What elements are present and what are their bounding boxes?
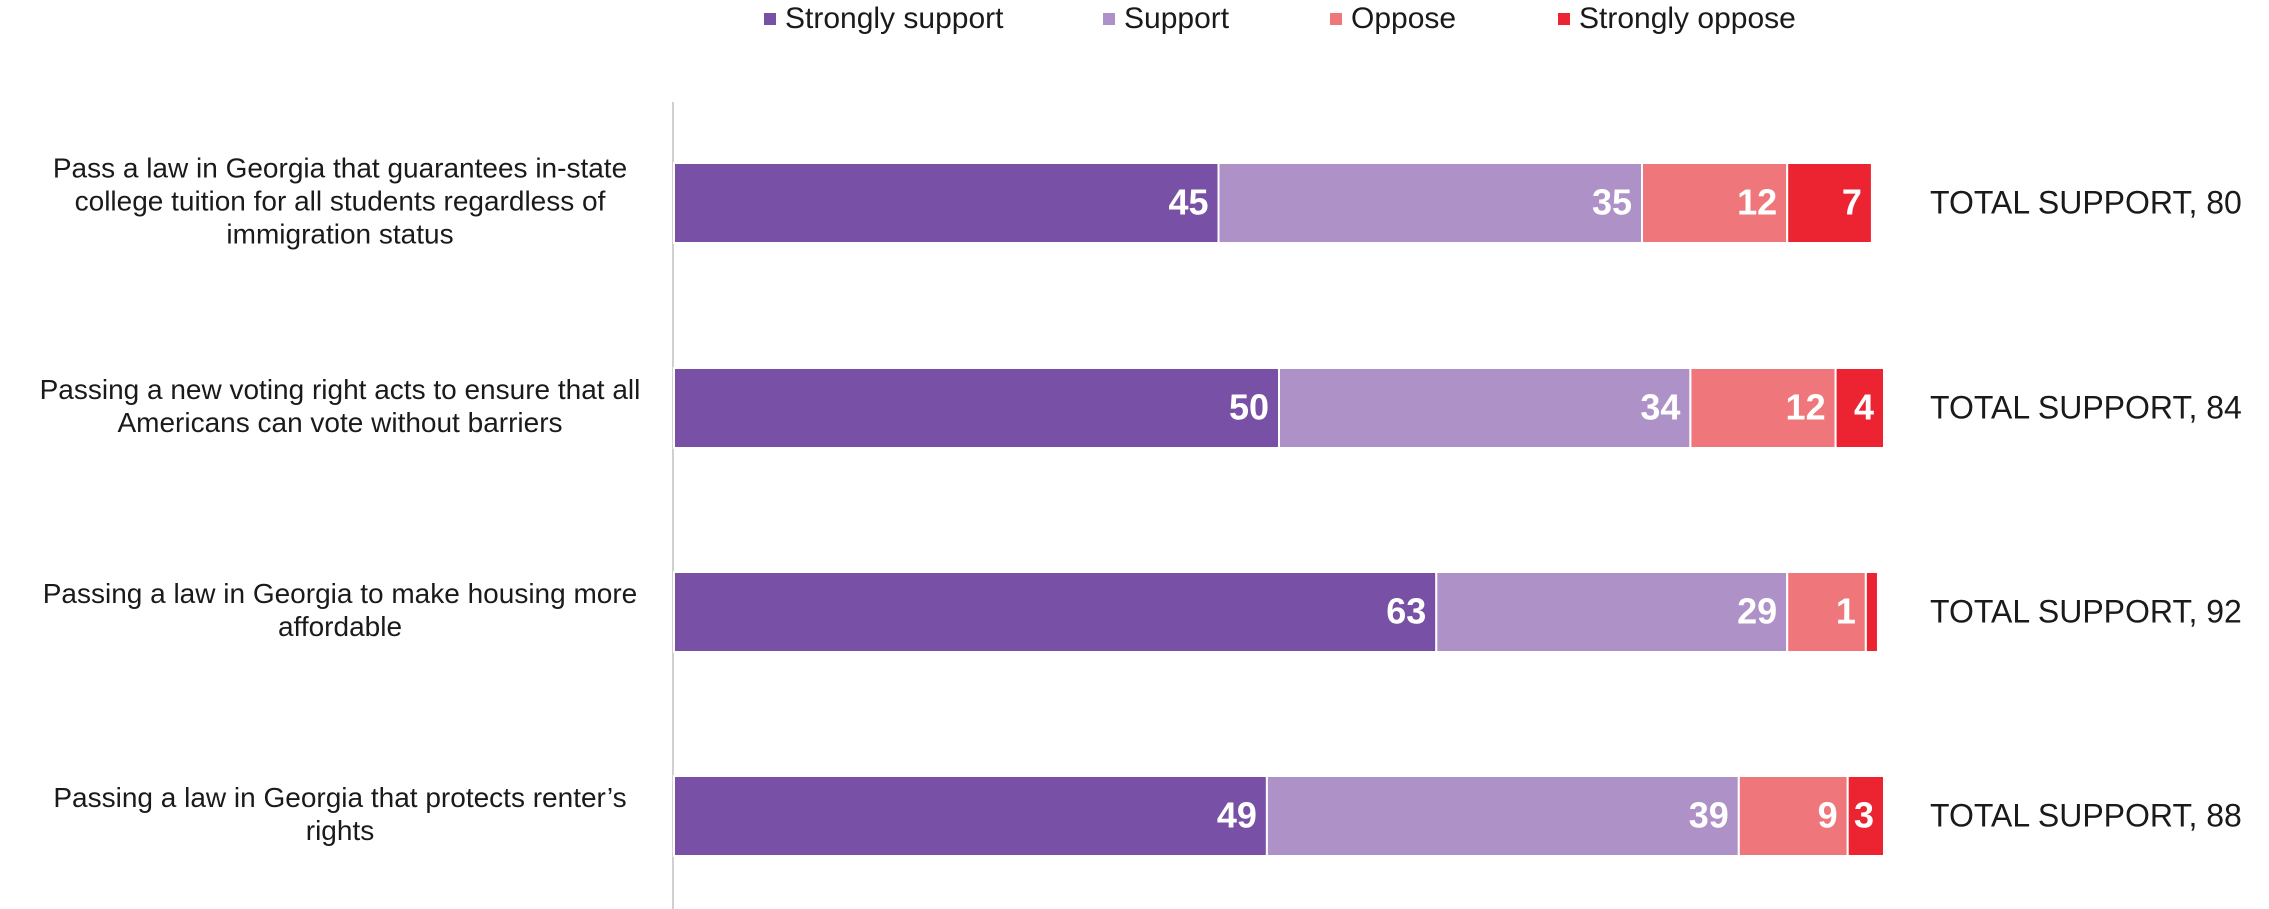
category-label-line: rights — [306, 815, 374, 846]
category-label-line: Passing a new voting right acts to ensur… — [40, 374, 641, 405]
bar-value-label: 35 — [1592, 182, 1632, 223]
total-labels: TOTAL SUPPORT, 80 TOTAL SUPPORT, 84 TOTAL … — [1930, 184, 2242, 833]
bar-segment-support — [1217, 162, 1643, 244]
category-label-line: affordable — [278, 611, 402, 642]
bar-value-label: 7 — [1842, 182, 1862, 223]
bar-segment-strongly-oppose — [1846, 775, 1885, 857]
bars: 45 35 12 7 50 34 12 4 63 29 1 49 39 9 3 — [673, 162, 1885, 857]
bar-value-label: 12 — [1737, 182, 1777, 223]
total-support-label: TOTAL SUPPORT, 84 — [1930, 389, 2242, 425]
bar-segment-oppose — [1689, 367, 1837, 449]
bar-segment-support — [1435, 571, 1789, 653]
bar-segment-support — [1278, 367, 1692, 449]
legend-swatch-support — [1103, 13, 1115, 25]
bar-value-label: 4 — [1854, 387, 1874, 428]
category-label-line: Americans can vote without barriers — [117, 407, 562, 438]
bar-value-label: 63 — [1386, 591, 1426, 632]
category-label-line: Passing a law in Georgia to make housing… — [43, 578, 638, 609]
total-support-label: TOTAL SUPPORT, 80 — [1930, 184, 2242, 220]
bar-segment-strongly-oppose — [1864, 571, 1879, 653]
bar-value-label: 9 — [1818, 795, 1838, 836]
bar-value-label: 3 — [1854, 795, 1874, 836]
bar-segment-strongly-support — [673, 162, 1220, 244]
legend-swatch-strongly-oppose — [1558, 13, 1570, 25]
bar-value-label: 50 — [1229, 387, 1269, 428]
bar-value-label: 29 — [1737, 591, 1777, 632]
legend-label-oppose: Oppose — [1351, 2, 1456, 35]
total-support-label: TOTAL SUPPORT, 88 — [1930, 797, 2242, 833]
bar-value-label: 12 — [1786, 387, 1826, 428]
bar-value-label: 49 — [1217, 795, 1257, 836]
legend-swatch-strongly-support — [764, 13, 776, 25]
bar-value-label: 39 — [1689, 795, 1729, 836]
bar-value-label: 45 — [1168, 182, 1208, 223]
bar-segment-strongly-support — [673, 571, 1438, 653]
bar-value-label: 34 — [1640, 387, 1680, 428]
legend-label-support: Support — [1124, 2, 1230, 35]
bar-segment-strongly-oppose — [1834, 367, 1885, 449]
legend: Strongly support Support Oppose Strongly op… — [764, 2, 1796, 35]
total-support-label: TOTAL SUPPORT, 92 — [1930, 593, 2242, 629]
category-labels: Pass a law in Georgia that guarantees in… — [40, 152, 641, 846]
category-label-line: Pass a law in Georgia that guarantees in… — [53, 152, 627, 183]
bar-segment-support — [1265, 775, 1740, 857]
legend-label-strongly-support: Strongly support — [785, 2, 1004, 35]
category-label-line: college tuition for all students regardl… — [75, 185, 606, 216]
bar-segment-oppose — [1737, 775, 1849, 857]
category-label-line: Passing a law in Georgia that protects r… — [53, 782, 626, 813]
bar-value-label: 1 — [1836, 591, 1856, 632]
bar-segment-strongly-oppose — [1786, 162, 1873, 244]
category-label-line: immigration status — [226, 218, 453, 249]
legend-swatch-oppose — [1330, 13, 1342, 25]
legend-label-strongly-oppose: Strongly oppose — [1579, 2, 1796, 35]
bar-segment-strongly-support — [673, 367, 1280, 449]
bar-segment-strongly-support — [673, 775, 1268, 857]
